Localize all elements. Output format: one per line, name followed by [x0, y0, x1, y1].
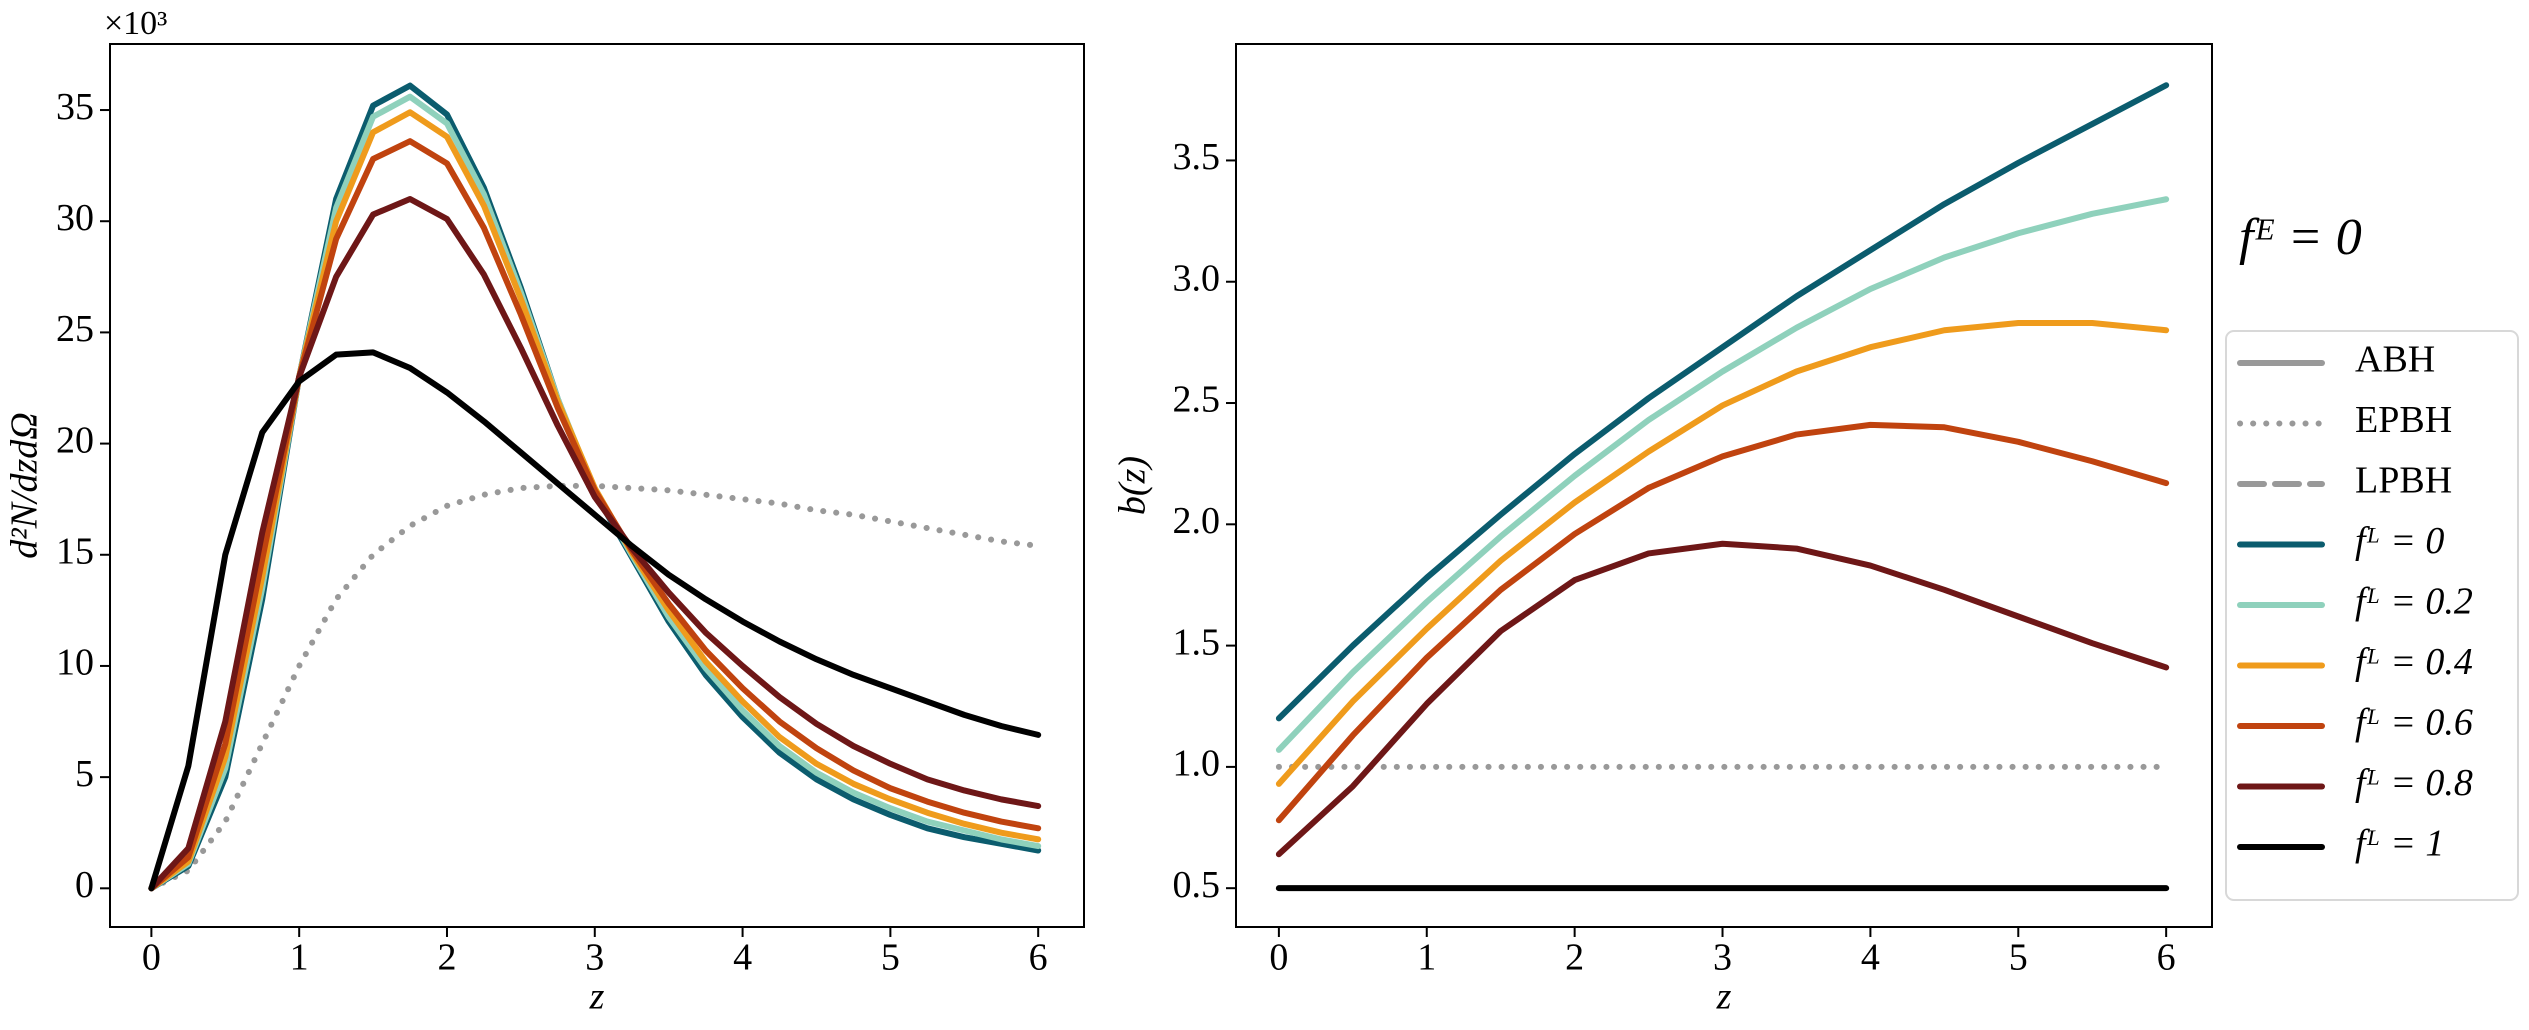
- y-axis-label: d²N/dzdΩ: [4, 412, 46, 559]
- y-tick-label: 2.5: [1173, 379, 1221, 421]
- legend-box: [2225, 330, 2519, 901]
- series-line: [1275, 421, 2170, 824]
- legend-label: fᴸ = 1: [2355, 823, 2444, 865]
- y-tick-label: 3.0: [1173, 257, 1221, 299]
- series-line: [1275, 319, 2170, 787]
- y-tick-label: 1.5: [1173, 621, 1221, 663]
- y-tick-label: 1.0: [1173, 743, 1221, 785]
- x-tick-label: 6: [2157, 937, 2176, 979]
- x-tick-label: 2: [437, 937, 456, 979]
- y-tick-label: 10: [56, 642, 94, 684]
- x-tick-label: 0: [1269, 937, 1288, 979]
- legend-label: fᴸ = 0.6: [2355, 702, 2473, 744]
- x-tick-label: 5: [881, 937, 900, 979]
- x-tick-label: 3: [585, 937, 604, 979]
- legend-label: fᴸ = 0.8: [2355, 762, 2473, 804]
- legend-label: fᴸ = 0.2: [2355, 581, 2473, 623]
- x-tick-label: 5: [2009, 937, 2028, 979]
- x-tick-label: 3: [1713, 937, 1732, 979]
- legend-label: LPBH: [2355, 460, 2452, 502]
- y-tick-label: 5: [75, 753, 94, 795]
- y-tick-label: 35: [56, 86, 94, 128]
- y-tick-label: 3.5: [1173, 136, 1221, 178]
- y-tick-label: 2.0: [1173, 500, 1221, 542]
- x-tick-label: 4: [1861, 937, 1880, 979]
- y-tick-label: 30: [56, 197, 94, 239]
- legend-label: ABH: [2355, 339, 2435, 381]
- y-tick-label: 0.5: [1173, 864, 1221, 906]
- x-tick-label: 0: [142, 937, 161, 979]
- y-tick-label: 0: [75, 864, 94, 906]
- x-tick-label: 1: [1417, 937, 1436, 979]
- series-line: [1275, 540, 2170, 858]
- x-tick-label: 1: [290, 937, 309, 979]
- legend-label: fᴸ = 0: [2355, 520, 2444, 562]
- y-tick-label: 25: [56, 308, 94, 350]
- x-tick-label: 2: [1565, 937, 1584, 979]
- series-line: [148, 482, 1042, 892]
- series-line: [148, 349, 1042, 892]
- x-tick-label: 4: [733, 937, 752, 979]
- series-line: [1275, 82, 2170, 722]
- y-tick-label: 20: [56, 419, 94, 461]
- series-line: [148, 195, 1042, 892]
- series-line: [1275, 196, 2170, 753]
- legend-label: fᴸ = 0.4: [2355, 641, 2473, 683]
- y-scale-label: ×10³: [104, 5, 167, 42]
- legend-title: fᴱ = 0: [2239, 209, 2362, 266]
- x-axis-label: z: [1716, 976, 1732, 1018]
- legend-label: EPBH: [2355, 399, 2452, 441]
- plot-frame: [1235, 43, 2213, 928]
- y-axis-label: b(z): [1112, 456, 1154, 515]
- x-axis-label: z: [589, 976, 605, 1018]
- y-tick-label: 15: [56, 530, 94, 572]
- x-tick-label: 6: [1029, 937, 1048, 979]
- plot-frame: [109, 43, 1085, 928]
